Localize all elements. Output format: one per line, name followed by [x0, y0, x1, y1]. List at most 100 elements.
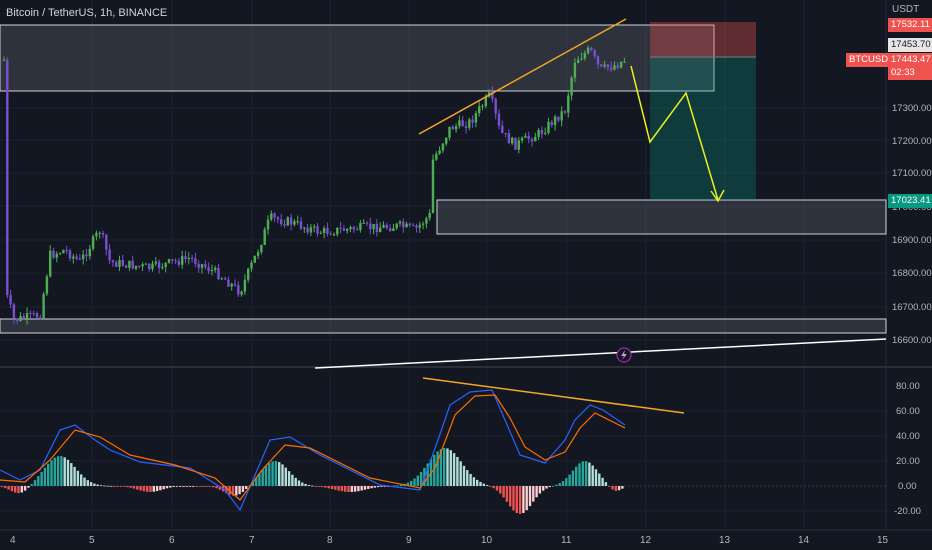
time-tick: 9 — [406, 535, 412, 546]
candle-body — [115, 262, 118, 267]
time-axis[interactable]: 4 5 6 7 8 9 10 11 12 13 14 15 — [10, 535, 889, 546]
stop-loss-zone[interactable] — [650, 22, 756, 57]
time-tick: 14 — [798, 535, 810, 546]
histogram-bar — [419, 472, 423, 486]
supply-zone[interactable] — [0, 24, 715, 92]
histogram-bar — [56, 456, 60, 486]
histogram-bar — [7, 486, 10, 490]
indicator-tick: 80.00 — [896, 381, 920, 392]
candle-body — [398, 221, 402, 224]
long-trendline[interactable] — [314, 338, 887, 369]
signal-line — [0, 394, 626, 501]
lightning-icon[interactable] — [616, 347, 632, 363]
candle-body — [273, 213, 276, 218]
histogram-bar — [466, 470, 469, 486]
histogram-bar — [525, 486, 528, 511]
time-tick: 10 — [481, 535, 493, 546]
candle-body — [445, 137, 448, 144]
currency-label[interactable]: USDT — [892, 4, 920, 15]
candle-body — [95, 232, 98, 237]
candle-body — [237, 285, 240, 295]
histogram-bar — [485, 485, 489, 486]
histogram-bar — [360, 486, 363, 491]
histogram-bar — [126, 486, 129, 488]
histogram-bar — [182, 486, 185, 487]
time-tick: 13 — [719, 535, 731, 546]
histogram-bar — [152, 486, 155, 492]
histogram-bar — [512, 486, 515, 511]
histogram-bar — [373, 486, 377, 488]
demand-zone[interactable] — [436, 199, 887, 235]
candle-body — [217, 267, 220, 280]
histogram-bar — [568, 474, 571, 486]
candle-body — [438, 150, 441, 154]
candle-body — [250, 262, 253, 269]
histogram-bar — [70, 463, 73, 486]
histogram-bar — [588, 462, 591, 486]
indicator-tick: 60.00 — [896, 406, 920, 417]
rising-trendline[interactable] — [418, 18, 627, 135]
candle-body — [6, 59, 9, 296]
divergence-trendline[interactable] — [422, 377, 685, 414]
crosshair-price-tag: 17453.70 — [888, 38, 932, 52]
candle-body — [131, 260, 134, 269]
price-axis[interactable]: 17300.00 17200.00 17100.00 17000.00 1690… — [892, 103, 932, 346]
histogram-bar — [53, 457, 56, 486]
candle-body — [511, 137, 514, 144]
histogram-bar — [301, 482, 304, 486]
histogram-bar — [116, 486, 119, 487]
candle-body — [270, 213, 273, 220]
histogram-bar — [261, 469, 264, 486]
candle-body — [105, 234, 108, 250]
price-tick: 17300.00 — [892, 103, 932, 114]
take-profit-zone[interactable] — [650, 57, 756, 200]
histogram-bar — [462, 465, 466, 486]
candle-body — [197, 263, 200, 268]
symbol-tag: BTCUSDT — [846, 53, 894, 67]
histogram-bar — [122, 486, 126, 487]
chart-title[interactable]: Bitcoin / TetherUS, 1h, BINANCE — [6, 7, 167, 19]
candle-body — [214, 267, 217, 270]
candle-body — [484, 96, 487, 107]
time-tick: 7 — [249, 535, 255, 546]
histogram-bar — [538, 486, 542, 494]
candle-body — [326, 228, 329, 234]
candle-body — [619, 61, 623, 68]
candle-body — [573, 63, 577, 78]
histogram-bar — [30, 484, 33, 486]
histogram-bar — [192, 486, 195, 487]
candle-body — [171, 259, 174, 261]
projection-path[interactable] — [630, 65, 719, 201]
candle-body — [157, 261, 161, 269]
histogram-bar — [155, 486, 159, 492]
indicator-axis[interactable]: 80.00 60.00 40.00 20.00 0.00 -20.00 — [894, 381, 921, 517]
candle-body — [362, 222, 365, 224]
candle-body — [507, 133, 511, 144]
candle-body — [530, 139, 534, 142]
support-zone[interactable] — [0, 318, 887, 334]
histogram-bar — [363, 486, 367, 490]
histogram-bar — [198, 486, 202, 487]
histogram-bar — [357, 486, 360, 492]
histogram-bar — [33, 480, 37, 486]
candle-body — [583, 53, 586, 59]
candle-body — [39, 317, 42, 319]
histogram-bar — [532, 486, 535, 502]
histogram-bar — [4, 486, 7, 489]
histogram-bar — [353, 486, 357, 492]
candle-body — [177, 260, 181, 265]
candle-body — [355, 229, 359, 231]
histogram-bar — [225, 486, 228, 494]
candle-body — [223, 278, 227, 280]
exchange-label: BINANCE — [118, 7, 168, 19]
histogram-bar — [380, 486, 383, 487]
candle-body — [504, 132, 507, 134]
candle-body — [491, 92, 494, 99]
candle-body — [35, 313, 39, 318]
candle-body — [263, 229, 266, 245]
candle-body — [388, 227, 392, 231]
histogram-bar — [241, 486, 245, 492]
histogram-bar — [370, 486, 373, 489]
candle-body — [435, 153, 438, 160]
